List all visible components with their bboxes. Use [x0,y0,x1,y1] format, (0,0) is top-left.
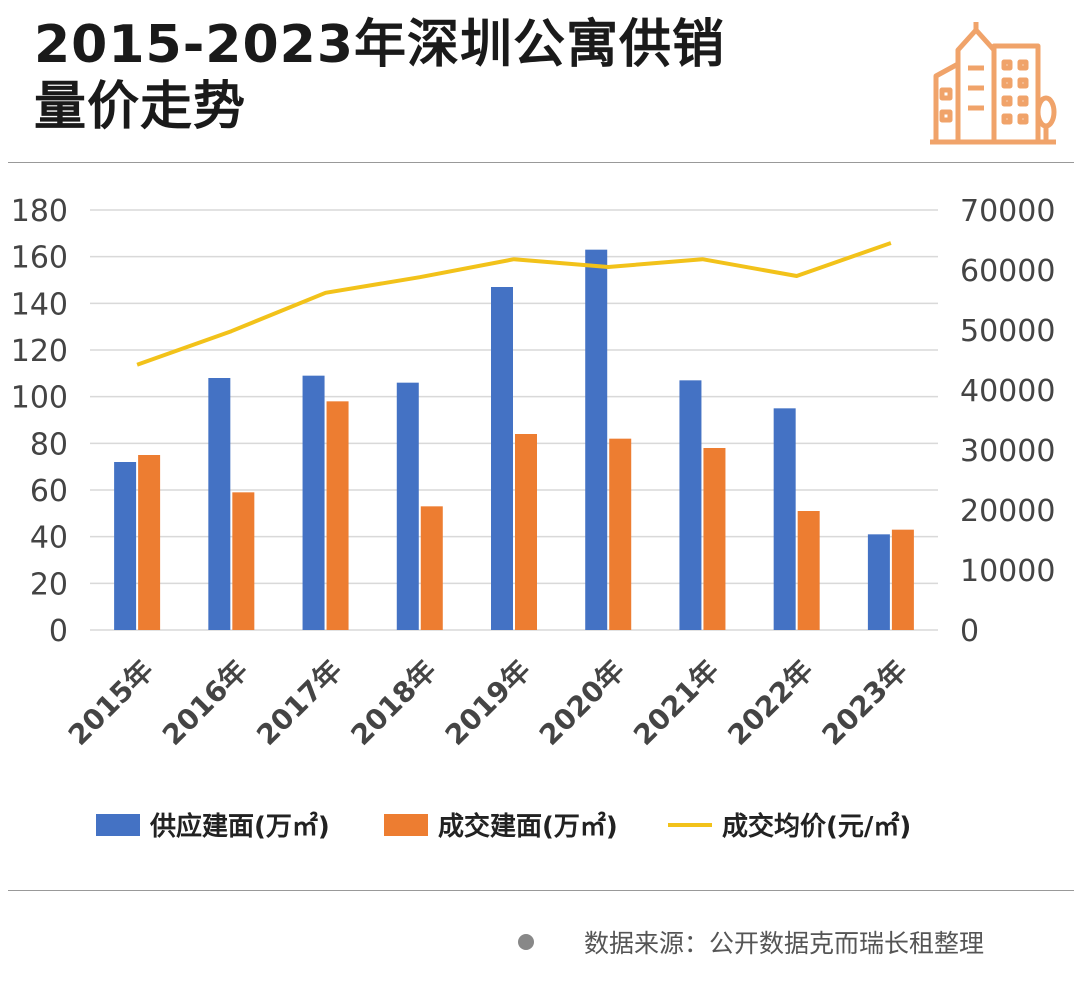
bar-supply-2023年 [867,534,890,630]
x-tick-label: 2017年 [250,654,348,752]
y-right-tick-label: 10000 [960,554,1055,589]
bar-transaction-2019年 [515,434,537,630]
y-right-tick-label: 20000 [960,494,1055,529]
bar-transaction-2016年 [232,492,255,630]
top-divider [8,162,1074,163]
combo-chart: 0 20 40 60 80 100 120 140 160 180 0 10000 20000 30000… [11,194,1056,842]
line-avg-price [136,241,892,367]
y-left-tick-label: 20 [30,567,68,602]
bar-supply-2020年 [585,249,608,630]
y-left-tick-label: 60 [30,474,68,509]
y-left-tick-label: 120 [11,334,68,369]
bullet-icon [518,934,534,950]
bar-transaction-2015年 [138,455,161,630]
bar-supply-2016年 [208,378,231,630]
x-tick-label: 2021年 [627,654,725,752]
legend-label-2: 成交均价(元/㎡) [722,811,911,842]
bar-supply-2017年 [302,375,325,630]
y-left-tick-label: 0 [49,614,68,649]
y-right-tick-label: 40000 [960,374,1055,409]
bar-transaction-2020年 [609,438,632,630]
bar-transaction-2018年 [420,506,443,630]
title-line-2: 量价走势 [34,77,247,137]
x-tick-label: 2016年 [156,654,254,752]
bottom-divider [8,890,1074,891]
y-left-tick-label: 100 [11,381,68,416]
legend-label-1: 成交建面(万㎡) [438,811,618,842]
y-left-tick-label: 160 [11,241,68,276]
x-tick-label: 2015年 [62,654,160,752]
y-right-tick-label: 30000 [960,434,1055,469]
y-right-tick-label: 60000 [960,254,1055,289]
x-tick-label: 2022年 [721,654,819,752]
bar-supply-2015年 [114,462,137,630]
x-tick-label: 2018年 [344,654,442,752]
x-tick-label: 2019年 [439,654,537,752]
x-tick-label: 2020年 [533,654,631,752]
title-line-1: 2015-2023年深圳公寓供销 [34,15,726,75]
y-right-tick-label: 0 [960,614,979,649]
bar-transaction-2017年 [326,401,349,630]
x-tick-label: 2023年 [816,654,914,752]
city-buildings-icon [930,22,1057,145]
y-left-tick-label: 140 [11,287,68,322]
bar-supply-2019年 [491,287,513,630]
bar-transaction-2022年 [797,511,820,630]
source-text: 数据来源：公开数据克而瑞长租整理 [584,929,985,958]
y-right-tick-label: 70000 [960,194,1055,229]
source-note: 数据来源：公开数据克而瑞长租整理 [518,924,984,960]
y-left-tick-label: 40 [30,521,68,556]
legend-swatch-1 [384,814,428,836]
legend-swatch-0 [96,814,140,836]
y-left-tick-label: 80 [30,427,68,462]
bar-supply-2021年 [679,380,702,630]
y-left-tick-label: 180 [11,194,68,229]
bar-supply-2018年 [396,382,419,630]
bar-transaction-2021年 [703,448,726,630]
legend-label-0: 供应建面(万㎡) [149,811,330,842]
bar-supply-2022年 [773,408,796,630]
chart-title: 2015-2023年深圳公寓供销 量价走势 [34,14,894,138]
bar-transaction-2023年 [891,529,914,630]
y-right-tick-label: 50000 [960,314,1055,349]
